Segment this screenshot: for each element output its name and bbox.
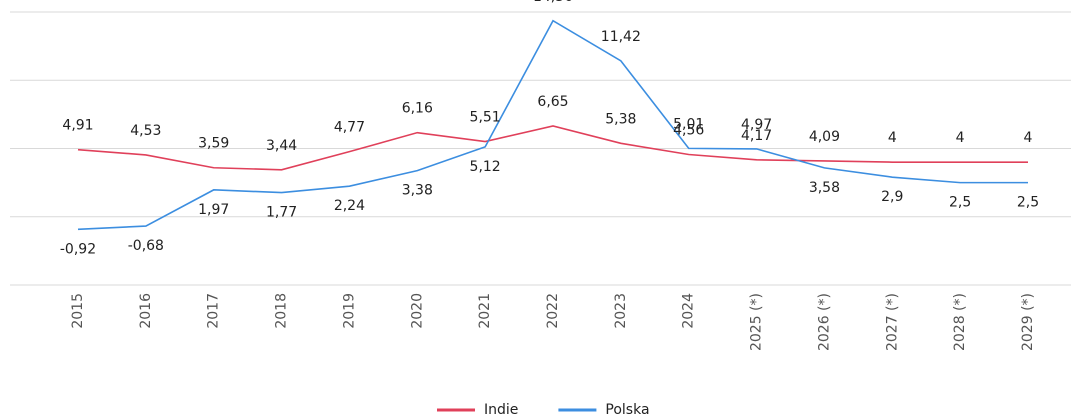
data-label: 3,58 [809,180,840,196]
data-label: -0,68 [128,238,164,254]
data-label: 3,44 [266,138,297,154]
data-label: 6,65 [537,94,568,110]
legend-label: Indie [484,402,518,418]
data-label: 2,9 [881,189,903,205]
x-tick-label: 2022 [545,293,561,329]
data-label: -0,92 [60,241,96,257]
data-label: 14,36 [533,0,573,5]
data-label: 5,38 [605,111,636,127]
data-label: 6,16 [402,101,433,117]
data-label: 4,56 [673,123,704,139]
data-label: 5,51 [470,110,501,126]
x-tick-label: 2024 [681,293,697,329]
series-line [77,125,1028,171]
data-label: 1,97 [198,202,229,218]
x-tick-label: 2018 [274,293,290,329]
data-label: 2,5 [949,195,971,211]
data-label: 2,5 [1017,195,1039,211]
legend-label: Polska [605,402,649,418]
x-tick-label: 2027 (*) [884,293,900,351]
data-label: 4,17 [741,128,772,144]
x-tick-label: 2016 [138,293,154,329]
data-label: 4,53 [130,123,161,139]
data-label: 4,97 [741,117,772,133]
data-label: 3,59 [198,136,229,152]
data-label: 4 [956,130,965,146]
data-label: 4 [888,130,897,146]
data-label: 2,24 [334,198,365,214]
x-tick-label: 2023 [613,293,629,329]
data-label: 3,38 [402,183,433,199]
x-tick-label: 2015 [70,293,86,329]
data-label: 5,01 [673,116,704,132]
data-label: 4 [1024,130,1033,146]
x-tick-label: 2021 [477,293,493,329]
x-tick-label: 2029 (*) [1020,293,1036,351]
x-tick-label: 2028 (*) [952,293,968,351]
data-label: 4,91 [62,118,93,134]
x-tick-label: 2019 [341,293,357,329]
data-label: 11,42 [601,29,641,45]
data-label: 4,09 [809,129,840,145]
x-tick-label: 2017 [206,293,222,329]
data-label: 5,12 [470,159,501,175]
data-label: 4,77 [334,120,365,136]
x-tick-label: 2026 (*) [816,293,832,351]
series-line [77,19,1028,231]
x-tick-label: 2025 (*) [749,293,765,351]
data-label: 1,77 [266,205,297,221]
x-tick-label: 2020 [409,293,425,329]
